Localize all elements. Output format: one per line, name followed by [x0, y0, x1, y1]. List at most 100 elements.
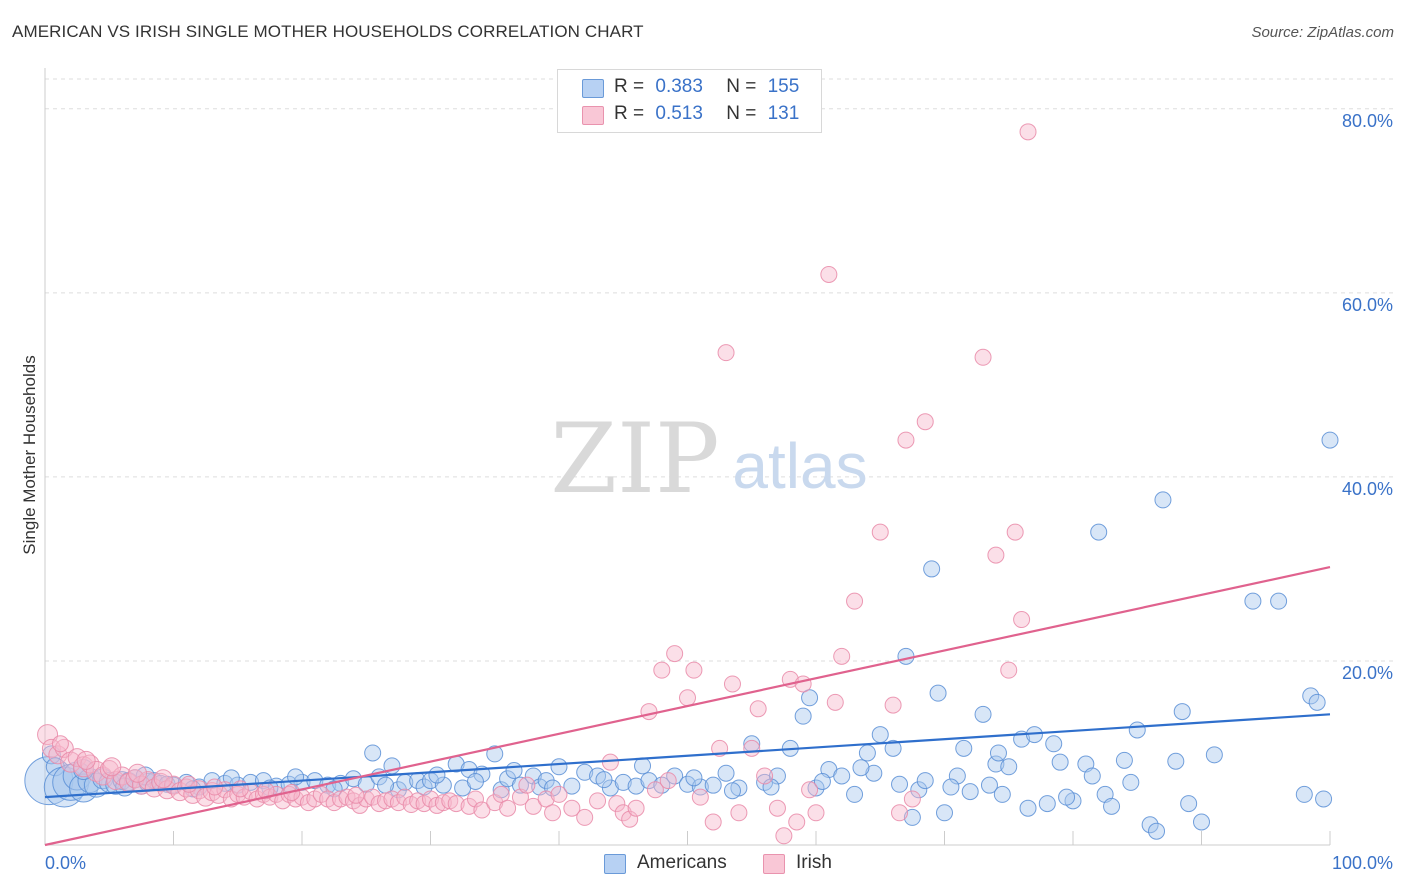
americans-point: [846, 785, 864, 803]
americans-point: [1058, 788, 1076, 806]
irish-point: [357, 790, 375, 808]
irish-point: [473, 801, 491, 819]
americans-point: [884, 739, 902, 757]
americans-point: [871, 726, 889, 744]
americans-point: [685, 769, 703, 787]
irish-point: [589, 792, 607, 810]
irish-point: [685, 661, 703, 679]
irish-point: [646, 781, 664, 799]
irish-point: [807, 804, 825, 822]
americans-legend-swatch: [604, 854, 626, 874]
irish-point: [666, 645, 684, 663]
irish-trend-line: [44, 566, 1331, 847]
americans-point: [544, 779, 562, 797]
americans-point: [1244, 592, 1262, 610]
americans-point: [634, 757, 652, 775]
irish-point: [621, 810, 639, 828]
americans-point: [852, 759, 870, 777]
americans-point: [428, 766, 446, 784]
irish-point: [833, 647, 851, 665]
n-label: N =: [726, 103, 757, 124]
americans-point: [1270, 592, 1288, 610]
irish-legend-label: Irish: [796, 852, 832, 873]
irish-point: [1013, 611, 1031, 629]
americans-r-value: 0.383: [655, 76, 703, 97]
americans-point: [929, 684, 947, 702]
irish-point: [987, 546, 1005, 564]
irish-point: [434, 794, 452, 812]
irish-point: [351, 796, 369, 814]
irish-point: [756, 767, 774, 785]
americans-point: [989, 744, 1007, 762]
x-tick-label-end: 100.0%: [1332, 853, 1393, 873]
americans-point: [627, 777, 645, 795]
americans-point: [691, 778, 709, 796]
irish-point: [1006, 523, 1024, 541]
americans-point: [325, 780, 343, 798]
irish-point: [884, 696, 902, 714]
irish-point: [974, 348, 992, 366]
americans-point: [640, 772, 658, 790]
irish-n-value: 131: [767, 103, 800, 124]
americans-point: [1180, 795, 1198, 813]
y-tick-label: 20.0%: [1342, 663, 1393, 683]
irish-point: [180, 775, 198, 793]
americans-point: [1308, 693, 1326, 711]
americans-point: [1103, 797, 1121, 815]
americans-trend-line: [44, 713, 1331, 799]
x-tick-label-start: 0.0%: [45, 853, 86, 873]
americans-legend-label: Americans: [637, 852, 727, 873]
grid-lines: [45, 78, 1395, 662]
americans-point: [466, 773, 484, 791]
americans-point: [858, 744, 876, 762]
y-tick-label: 60.0%: [1342, 295, 1393, 315]
americans-point: [1128, 721, 1146, 739]
irish-point: [524, 797, 542, 815]
americans-point: [762, 778, 780, 796]
irish-r-value: 0.513: [655, 103, 703, 124]
americans-point: [614, 773, 632, 791]
americans-point: [1193, 813, 1210, 831]
irish-point: [518, 776, 536, 794]
americans-point: [1122, 773, 1140, 791]
americans-point: [1173, 703, 1191, 721]
irish-point: [640, 703, 658, 721]
irish-point: [659, 772, 677, 790]
americans-point: [704, 776, 722, 794]
americans-point: [1315, 790, 1333, 808]
irish-point: [897, 431, 915, 449]
americans-point: [948, 767, 966, 785]
irish-point: [903, 790, 921, 808]
irish-point: [447, 795, 465, 813]
americans-point: [1321, 431, 1339, 449]
irish-point: [1019, 123, 1037, 141]
americans-point: [505, 761, 523, 779]
americans-point: [1148, 822, 1166, 840]
irish-point: [537, 790, 555, 808]
irish-point: [563, 799, 581, 817]
irish-point: [73, 756, 95, 778]
watermark: ZIP atlas: [550, 403, 867, 515]
americans-point: [723, 782, 741, 800]
stats-legend: R = 0.383 N = 155 R = 0.513 N = 131: [557, 69, 822, 133]
irish-point: [601, 753, 619, 771]
americans-point: [923, 560, 941, 578]
irish-point: [627, 799, 645, 817]
irish-point: [153, 769, 173, 789]
source-label: Source: ZipAtlas.com: [1251, 24, 1394, 41]
irish-point: [820, 265, 838, 283]
americans-point: [1045, 735, 1063, 753]
americans-point: [961, 783, 979, 801]
americans-point: [942, 778, 960, 796]
irish-point: [576, 808, 594, 826]
americans-point: [563, 777, 581, 795]
irish-point: [916, 413, 934, 431]
irish-point: [723, 675, 741, 693]
irish-point: [717, 344, 735, 362]
irish-point: [826, 693, 844, 711]
americans-point: [801, 689, 819, 707]
americans-point: [364, 744, 382, 762]
americans-point: [717, 764, 735, 782]
americans-point: [903, 808, 921, 826]
irish-point: [749, 700, 767, 718]
